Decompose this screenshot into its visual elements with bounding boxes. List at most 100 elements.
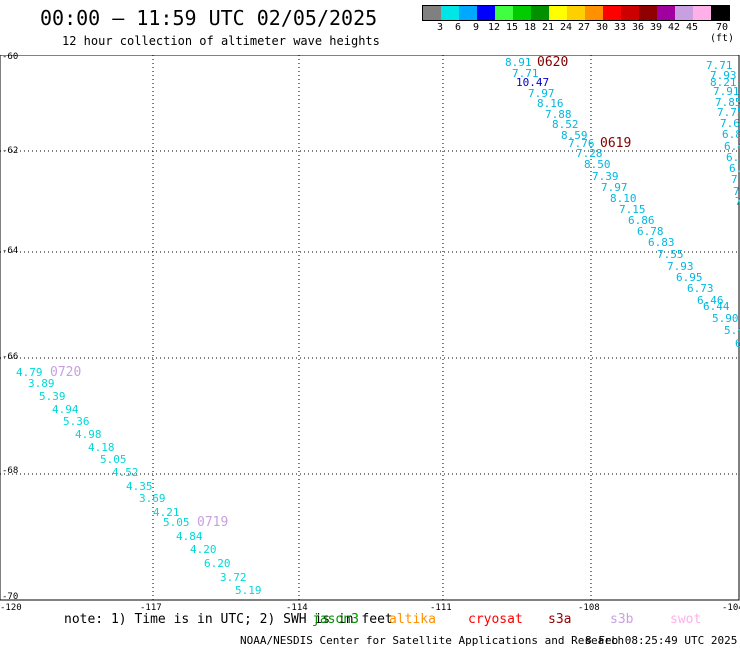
color-swatch xyxy=(441,6,459,20)
color-swatch xyxy=(693,6,711,20)
swh-point-label: 6.20 xyxy=(204,557,231,570)
longitude-tick-label: -108 xyxy=(578,603,600,613)
swh-point-label: 4.98 xyxy=(75,428,102,441)
color-swatch xyxy=(603,6,621,20)
swh-point-label: 6.83 xyxy=(648,236,675,249)
swh-point-label: 7.15 xyxy=(619,203,646,216)
swh-point-label: 3.69 xyxy=(139,492,166,505)
color-scale-label: 45 xyxy=(685,22,699,33)
color-scale-label: 30 xyxy=(595,22,609,33)
swh-point-label: 4.94 xyxy=(52,403,79,416)
swh-point-label: 7.71 xyxy=(512,67,539,80)
track-label: 0719 xyxy=(197,515,229,530)
swh-point-label: 6.8 xyxy=(722,128,740,141)
map-plot xyxy=(0,55,740,601)
page-subtitle: 12 hour collection of altimeter wave hei… xyxy=(62,34,380,48)
color-swatch xyxy=(513,6,531,20)
swh-point-label: 7.55 xyxy=(657,248,684,261)
swh-point-label: 6.73 xyxy=(687,282,714,295)
swh-point-label: 5.4 xyxy=(724,324,740,337)
color-swatch xyxy=(549,6,567,20)
swh-point-label: 8.50 xyxy=(584,158,611,171)
swh-point-label: 5.36 xyxy=(63,415,90,428)
swh-point-label: 5.39 xyxy=(39,390,66,403)
color-swatch xyxy=(621,6,639,20)
note-text: note: 1) Time is in UTC; 2) SWH is in fe… xyxy=(64,612,393,627)
color-swatch xyxy=(675,6,693,20)
color-scale-bar xyxy=(422,5,730,21)
page-title: 00:00 – 11:59 UTC 02/05/2025 xyxy=(40,6,378,30)
longitude-tick-label: -104 xyxy=(722,603,740,613)
color-swatch xyxy=(495,6,513,20)
swh-point-label: 7.28 xyxy=(576,147,603,160)
swh-point-label: 4.79 xyxy=(16,366,43,379)
color-scale-label: 18 xyxy=(523,22,537,33)
swh-point-label: 7 xyxy=(731,173,738,186)
swh-point-label: 6.44 xyxy=(703,300,730,313)
swh-point-label: 5.05 xyxy=(100,453,127,466)
swh-point-label: 7.85 xyxy=(715,96,740,109)
color-swatch xyxy=(711,6,729,20)
color-swatch xyxy=(423,6,441,20)
swh-point-label: 8.91 xyxy=(505,56,532,69)
satellite-legend-item: cryosat xyxy=(468,612,523,627)
swh-point-label: 6. xyxy=(729,162,740,175)
color-scale-label: 27 xyxy=(577,22,591,33)
swh-point-label: 8.10 xyxy=(610,192,637,205)
track-label: 0720 xyxy=(50,365,82,380)
track-label: 0620 xyxy=(537,55,569,70)
color-scale-label: 33 xyxy=(613,22,627,33)
color-swatch xyxy=(459,6,477,20)
color-scale-label: 9 xyxy=(472,22,480,33)
color-scale-label: 15 xyxy=(505,22,519,33)
color-swatch xyxy=(477,6,495,20)
swh-point-label: 3.89 xyxy=(28,377,55,390)
swh-point-label: 4.35 xyxy=(126,480,153,493)
swh-point-label: 7.76 xyxy=(568,137,595,150)
swh-point-label: 4.84 xyxy=(176,530,203,543)
swh-point-label: 5.90 xyxy=(712,312,739,325)
satellite-legend-item: s3a xyxy=(548,612,572,627)
longitude-tick-label: -120 xyxy=(0,603,22,613)
swh-point-label: 8.59 xyxy=(561,129,588,142)
swh-point-label: 8.16 xyxy=(537,97,564,110)
track-label: 0619 xyxy=(600,136,632,151)
swh-point-label: 5.19 xyxy=(235,584,262,597)
grid-lines xyxy=(0,55,739,600)
swh-point-label: 7 xyxy=(733,185,740,198)
swh-point-label: 7.67 xyxy=(720,117,740,130)
swh-point-label: 7.71 xyxy=(706,59,733,72)
color-scale-label: 42 xyxy=(667,22,681,33)
swh-point-label: 7.88 xyxy=(545,108,572,121)
latitude-tick-label: -70 xyxy=(2,592,19,602)
swh-point-label: 4.20 xyxy=(190,543,217,556)
swh-point-label: 3.72 xyxy=(220,571,247,584)
swh-point-label: 8.21 xyxy=(710,76,737,89)
longitude-tick-label: -117 xyxy=(140,603,162,613)
satellite-legend-item: jason3 xyxy=(312,612,359,627)
satellite-legend-item: swot xyxy=(670,612,702,627)
color-scale-label: 39 xyxy=(649,22,663,33)
swh-point-label: 6.9 xyxy=(726,151,740,164)
color-swatch xyxy=(639,6,657,20)
satellite-legend-item: altika xyxy=(389,612,436,627)
latitude-tick-label: -66 xyxy=(2,352,19,362)
swh-point-label: 7.97 xyxy=(601,181,628,194)
swh-point-label: 4.21 xyxy=(153,506,180,519)
longitude-tick-label: -114 xyxy=(286,603,308,613)
swh-point-label: 7.93 xyxy=(710,69,737,82)
swh-point-label: 5.05 xyxy=(163,516,190,529)
swh-point-label: 4.52 xyxy=(112,466,139,479)
latitude-tick-label: -64 xyxy=(2,246,19,256)
color-swatch xyxy=(531,6,549,20)
color-scale-label: 6 xyxy=(454,22,462,33)
swh-point-label: 6.95 xyxy=(676,271,703,284)
color-swatch xyxy=(585,6,603,20)
satellite-legend-item: s3b xyxy=(610,612,634,627)
swh-point-label: 7.97 xyxy=(528,87,555,100)
swh-point-label: 6 xyxy=(735,337,740,350)
latitude-tick-label: -60 xyxy=(2,52,19,62)
latitude-tick-label: -68 xyxy=(2,466,19,476)
color-swatch xyxy=(657,6,675,20)
swh-point-label: 7.91 xyxy=(713,85,740,98)
